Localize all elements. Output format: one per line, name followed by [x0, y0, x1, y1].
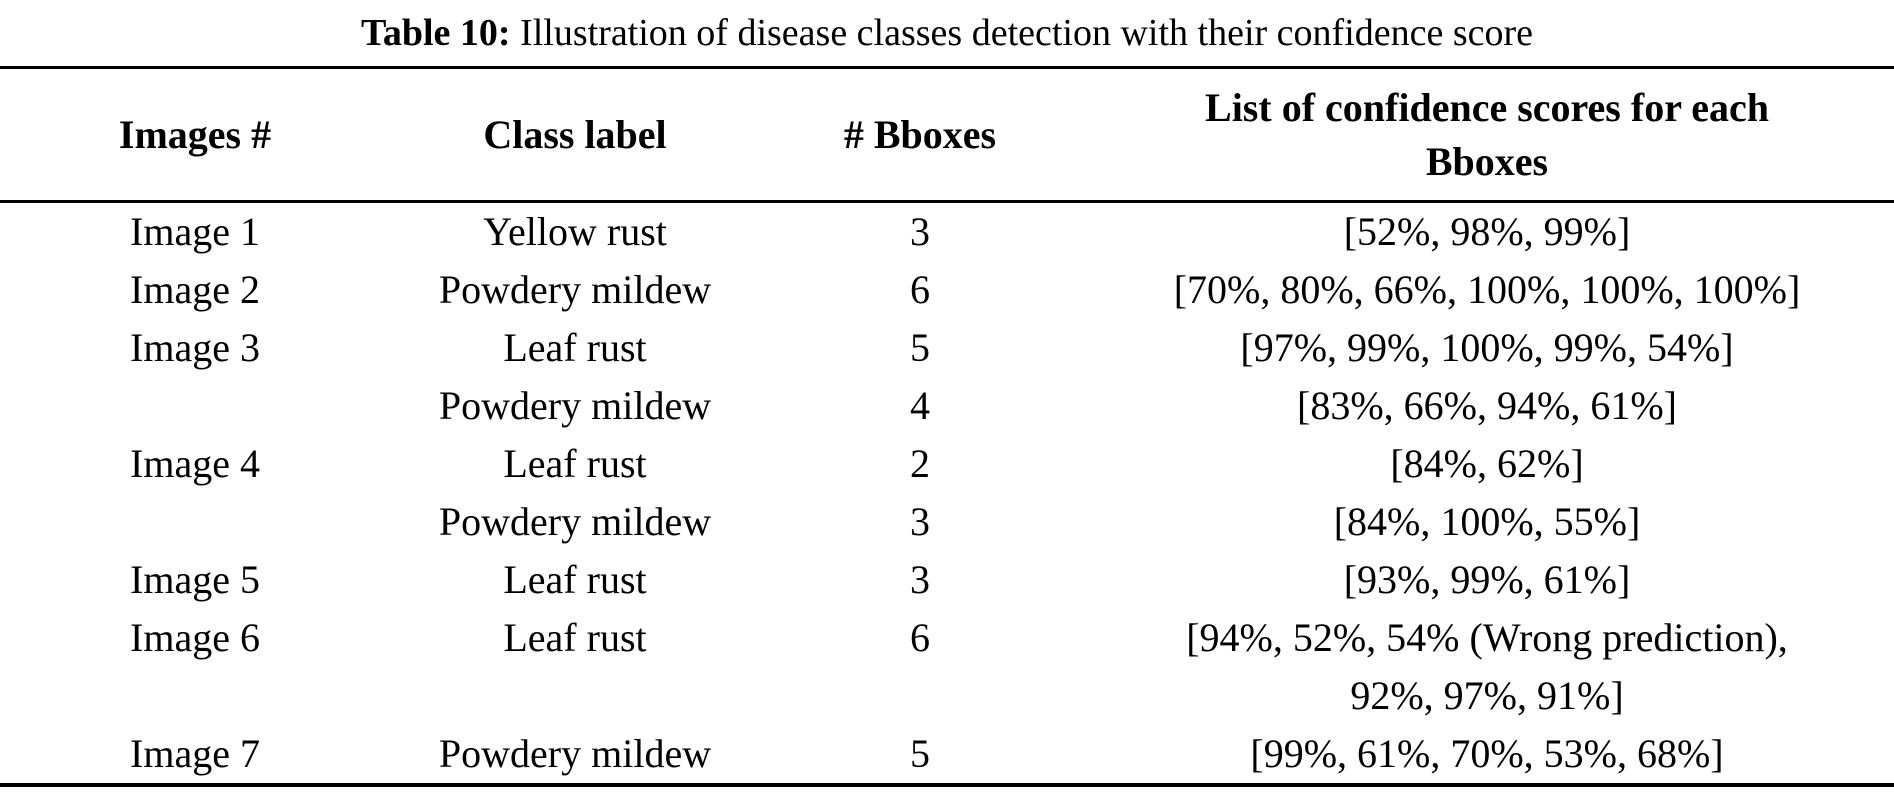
cell-scores: [70%, 80%, 66%, 100%, 100%, 100%]: [1173, 267, 1801, 312]
cell-class-label: Leaf rust: [503, 441, 647, 486]
table-row: Image 1 Yellow rust 3 [52%, 98%, 99%]: [0, 202, 1894, 262]
cell-image: Image 7: [130, 731, 260, 776]
table-row: Image 2 Powdery mildew 6 [70%, 80%, 66%,…: [0, 261, 1894, 319]
table-header: Images # Class label # Bboxes List of co…: [0, 68, 1894, 202]
table-row: Image 5 Leaf rust 3 [93%, 99%, 61%]: [0, 551, 1894, 609]
cell-image: Image 5: [130, 557, 260, 602]
table-caption-label: Table 10:: [360, 12, 511, 54]
table-caption: Table 10: Illustration of disease classe…: [0, 0, 1894, 66]
table-row: Powdery mildew 3 [84%, 100%, 55%]: [0, 493, 1894, 551]
cell-image: Image 4: [130, 441, 260, 486]
cell-num-bboxes: 6: [910, 615, 930, 660]
cell-scores: [84%, 62%]: [1390, 441, 1584, 486]
column-header-scores: List of confidence scores for each Bboxe…: [1080, 68, 1894, 202]
table-caption-text: Illustration of disease classes detectio…: [510, 12, 1534, 54]
cell-image: Image 2: [130, 267, 260, 312]
cell-num-bboxes: 3: [910, 209, 930, 254]
cell-image: [0, 493, 390, 551]
table-body: Image 1 Yellow rust 3 [52%, 98%, 99%] Im…: [0, 202, 1894, 786]
cell-num-bboxes: 5: [910, 325, 930, 370]
cell-image: [0, 377, 390, 435]
cell-num-bboxes: 6: [910, 267, 930, 312]
table-row: Powdery mildew 4 [83%, 66%, 94%, 61%]: [0, 377, 1894, 435]
cell-scores: [97%, 99%, 100%, 99%, 54%]: [1240, 325, 1734, 370]
cell-scores: [99%, 61%, 70%, 53%, 68%]: [1250, 731, 1724, 776]
table-row: Image 4 Leaf rust 2 [84%, 62%]: [0, 435, 1894, 493]
cell-scores: [83%, 66%, 94%, 61%]: [1297, 383, 1677, 428]
cell-scores: [84%, 100%, 55%]: [1333, 499, 1641, 544]
table-row: Image 3 Leaf rust 5 [97%, 99%, 100%, 99%…: [0, 319, 1894, 377]
column-header-class-label: Class label: [483, 111, 667, 157]
column-header-images: Images #: [118, 111, 272, 157]
cell-scores: [93%, 99%, 61%]: [1343, 557, 1631, 602]
cell-num-bboxes: 2: [910, 441, 930, 486]
disease-detection-table: Images # Class label # Bboxes List of co…: [0, 66, 1894, 787]
cell-scores: [94%, 52%, 54% (Wrong prediction), 92%, …: [1186, 615, 1788, 718]
cell-num-bboxes: 4: [910, 383, 930, 428]
cell-num-bboxes: 5: [910, 731, 930, 776]
cell-class-label: Leaf rust: [503, 557, 647, 602]
cell-image: Image 1: [130, 209, 260, 254]
cell-scores: [52%, 98%, 99%]: [1343, 209, 1631, 254]
cell-class-label: Powdery mildew: [438, 267, 712, 312]
cell-class-label: Yellow rust: [483, 209, 667, 254]
cell-class-label: Leaf rust: [503, 325, 647, 370]
cell-class-label: Leaf rust: [503, 615, 647, 660]
cell-num-bboxes: 3: [910, 557, 930, 602]
table-row: Image 7 Powdery mildew 5 [99%, 61%, 70%,…: [0, 725, 1894, 785]
cell-class-label: Powdery mildew: [438, 731, 712, 776]
header-row: Images # Class label # Bboxes List of co…: [0, 68, 1894, 202]
cell-class-label: Powdery mildew: [438, 383, 712, 428]
cell-image: Image 3: [130, 325, 260, 370]
cell-class-label: Powdery mildew: [438, 499, 712, 544]
table-row: Image 6 Leaf rust 6 [94%, 52%, 54% (Wron…: [0, 609, 1894, 725]
cell-image: Image 6: [130, 615, 260, 660]
column-header-scores-text: List of confidence scores for each Bboxe…: [1205, 84, 1769, 184]
cell-num-bboxes: 3: [910, 499, 930, 544]
column-header-num-bboxes: # Bboxes: [843, 111, 997, 157]
